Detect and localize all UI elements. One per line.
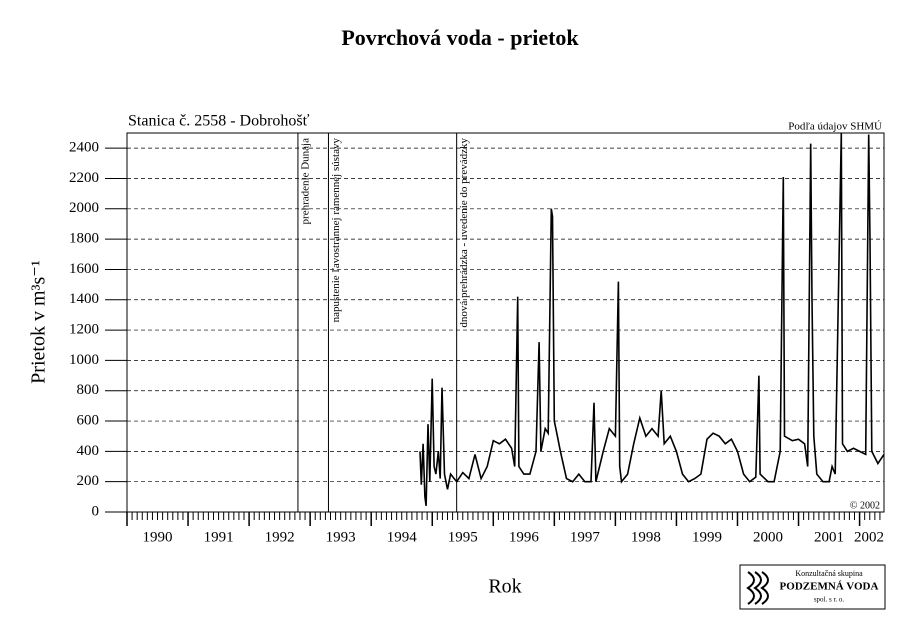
y-tick-label: 600: [77, 412, 100, 428]
chart-title: Povrchová voda - prietok: [341, 25, 579, 50]
x-tick-label: 1996: [509, 529, 540, 545]
subtitle: Stanica č. 2558 - Dobrohošť: [128, 113, 310, 130]
x-tick-label: 1999: [692, 529, 722, 545]
x-tick-label: 1991: [204, 529, 234, 545]
logo: Konzultačná skupina PODZEMNÁ VODA spol. …: [739, 564, 886, 610]
x-tick-label: 2000: [753, 529, 783, 545]
flow-line: [419, 132, 885, 507]
copyright: © 2002: [850, 500, 880, 511]
x-tick-label: 1997: [570, 529, 601, 545]
source: Podľa údajov SHMÚ: [788, 121, 882, 133]
y-tick-label: 2400: [69, 140, 99, 156]
logo-icon: [746, 571, 769, 605]
logo-text: spol. s r. o.: [814, 596, 845, 604]
y-tick-label: 400: [77, 443, 100, 459]
x-tick-label: 2001: [814, 529, 844, 545]
logo-text: PODZEMNÁ VODA: [780, 581, 879, 593]
event-label: napustenie ľavostrannej ramennej sústavy: [330, 138, 342, 323]
event-label: dnová prehrádzka - uvedenie do prevádzky: [458, 138, 470, 328]
y-axis-label: Prietok v m³s⁻¹: [28, 260, 50, 384]
logo-text: Konzultačná skupina: [795, 569, 863, 578]
x-tick-label: 1993: [326, 529, 356, 545]
x-tick-label: 1998: [631, 529, 661, 545]
x-tick-label: 1995: [448, 529, 478, 545]
y-tick-label: 0: [92, 503, 100, 519]
event-label: prehradenie Dunaja: [299, 138, 311, 225]
x-tick-label: 1990: [143, 529, 173, 545]
x-axis-label: Rok: [488, 576, 521, 598]
y-tick-label: 1800: [69, 231, 99, 247]
y-tick-label: 1600: [69, 261, 99, 277]
y-tick-label: 2000: [69, 200, 99, 216]
y-tick-label: 1200: [69, 322, 99, 338]
x-tick-label: 1994: [387, 529, 418, 545]
x-tick-label: 1992: [265, 529, 295, 545]
plot-frame: [126, 132, 885, 513]
y-tick-label: 200: [77, 473, 100, 489]
y-tick-label: 1400: [69, 291, 99, 307]
y-tick-label: 1000: [69, 352, 99, 368]
x-tick-label: 2002: [854, 529, 884, 545]
y-tick-label: 800: [77, 382, 100, 398]
y-tick-label: 2200: [69, 170, 99, 186]
